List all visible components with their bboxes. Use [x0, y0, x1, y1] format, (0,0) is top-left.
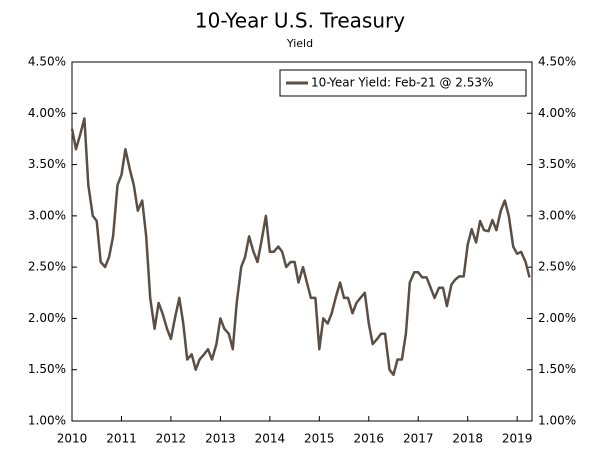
legend-box: [279, 69, 527, 97]
x-tick-label: 2014: [255, 432, 286, 446]
y-tick-label: 3.00%: [28, 208, 66, 222]
y-tick-label: 4.00%: [28, 106, 66, 120]
x-tick-label: 2013: [205, 432, 236, 446]
y-tick-label: 3.50%: [28, 157, 66, 171]
chart-subtitle: Yield: [286, 37, 313, 50]
series-line: [70, 117, 531, 377]
y2-tick-label: 3.50%: [538, 157, 576, 171]
legend-label: 10-Year Yield: Feb-21 @ 2.53%: [311, 76, 493, 90]
x-tick-label: 2019: [502, 432, 533, 446]
y2-tick-label: 4.50%: [538, 55, 576, 69]
x-tick-label: 2012: [156, 432, 187, 446]
chart-title: 10-Year U.S. Treasury: [195, 9, 405, 33]
y2-tick-label: 1.50%: [538, 362, 576, 376]
y-tick-label: 2.00%: [28, 311, 66, 325]
x-tick-label: 2018: [452, 432, 483, 446]
x-tick-label: 2017: [403, 432, 434, 446]
plot-frame: [71, 61, 533, 422]
y2-tick-label: 1.00%: [538, 414, 576, 428]
y2-tick-label: 4.00%: [538, 106, 576, 120]
x-tick-label: 2015: [304, 432, 335, 446]
x-tick-label: 2011: [106, 432, 137, 446]
y2-tick-label: 2.50%: [538, 260, 576, 274]
x-tick-label: 2010: [57, 432, 88, 446]
x-tick-label: 2016: [354, 432, 385, 446]
y-tick-label: 2.50%: [28, 260, 66, 274]
y2-tick-label: 3.00%: [538, 208, 576, 222]
y-tick-label: 4.50%: [28, 55, 66, 69]
y-tick-label: 1.50%: [28, 362, 66, 376]
y2-tick-label: 2.00%: [538, 311, 576, 325]
y-tick-label: 1.00%: [28, 414, 66, 428]
